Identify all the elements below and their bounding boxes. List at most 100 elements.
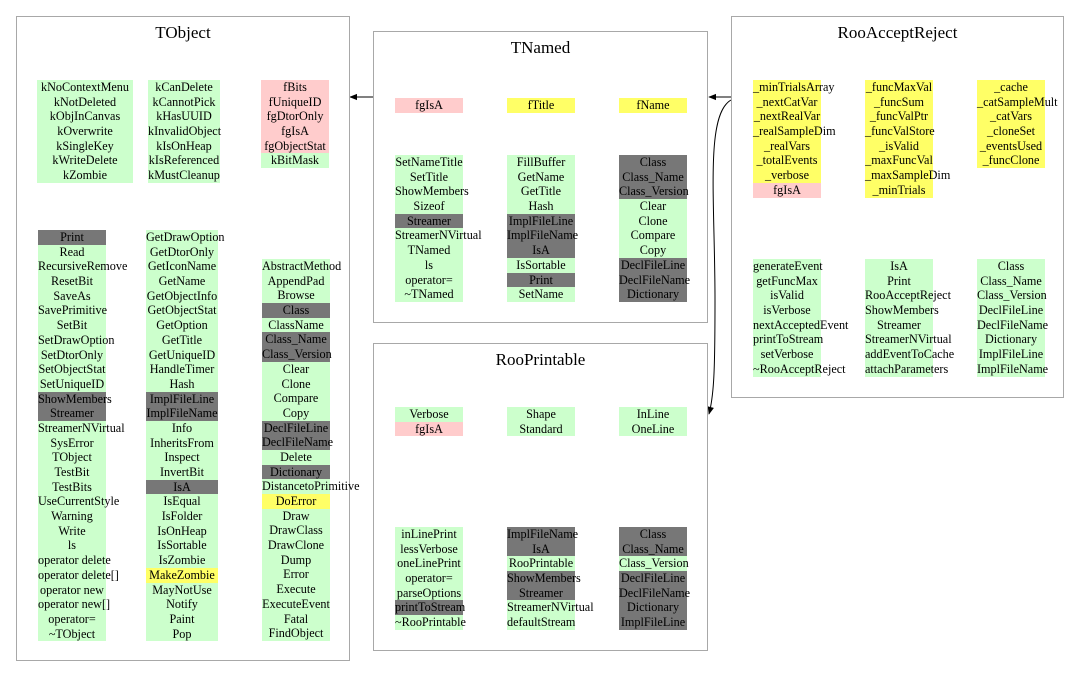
method-item[interactable]: Print <box>835 273 963 289</box>
data-member[interactable]: kNoContextMenu <box>7 80 163 95</box>
method-item[interactable]: ShowMembers <box>477 571 605 586</box>
method-item[interactable]: Streamer <box>835 317 963 333</box>
data-member[interactable]: _realVars <box>723 138 851 154</box>
data-member[interactable]: _nextCatVar <box>723 94 851 110</box>
method-item[interactable]: Class_Version <box>947 288 1075 304</box>
method-item[interactable]: Dictionary <box>589 600 717 616</box>
method-item[interactable]: ImplFileName <box>477 527 605 542</box>
method-item[interactable]: ShowMembers <box>835 303 963 318</box>
data-member[interactable]: _funcValPtr <box>835 109 963 125</box>
method-item[interactable]: defaultStream <box>477 615 605 630</box>
method-item[interactable]: ClassName <box>232 317 360 333</box>
data-member[interactable]: kCanDelete <box>118 80 250 95</box>
method-item[interactable]: GetDtorOnly <box>116 244 248 260</box>
method-item[interactable]: ImplFileLine <box>116 391 248 407</box>
method-item[interactable]: DrawClass <box>232 523 360 539</box>
method-item[interactable]: SysError <box>8 435 136 451</box>
method-item[interactable]: Hash <box>116 376 248 392</box>
method-item[interactable]: DeclFileLine <box>232 420 360 436</box>
method-item[interactable]: printToStream <box>365 600 493 616</box>
data-member[interactable]: OneLine <box>589 421 717 437</box>
method-item[interactable]: Clone <box>232 376 360 392</box>
class-box-rooprintable[interactable]: RooPrintable Verbose fgIsA Shape Standard … <box>373 343 708 651</box>
method-item[interactable]: GetName <box>116 274 248 289</box>
method-item[interactable]: ~TObject <box>8 626 136 642</box>
method-item[interactable]: Class_Version <box>232 347 360 362</box>
method-item[interactable]: operator= <box>8 611 136 627</box>
method-item[interactable]: operator new[] <box>8 597 136 612</box>
method-item[interactable]: Clear <box>589 199 717 214</box>
method-item[interactable]: Dump <box>232 552 360 568</box>
data-member[interactable]: fgIsA <box>365 421 493 437</box>
method-item[interactable]: operator delete[] <box>8 567 136 583</box>
method-item[interactable]: IsOnHeap <box>116 523 248 539</box>
method-item[interactable]: DrawClone <box>232 538 360 553</box>
data-member[interactable]: Shape <box>477 407 605 422</box>
method-item[interactable]: ~TNamed <box>365 287 493 302</box>
method-item[interactable]: Class_Version <box>589 184 717 200</box>
method-item[interactable]: Notify <box>116 597 248 612</box>
data-member[interactable]: _nextRealVar <box>723 109 851 125</box>
data-member[interactable]: _minTrials <box>835 182 963 198</box>
data-member[interactable]: fTitle <box>477 98 605 113</box>
data-member[interactable]: _maxFuncVal <box>835 153 963 169</box>
method-item[interactable]: GetIconName <box>116 259 248 275</box>
method-item[interactable]: SetDrawOption <box>8 332 136 348</box>
method-item[interactable]: ExecuteEvent <box>232 596 360 612</box>
method-item[interactable]: oneLinePrint <box>365 556 493 572</box>
data-member[interactable]: kSingleKey <box>7 138 163 154</box>
method-item[interactable]: IsFolder <box>116 509 248 524</box>
method-item[interactable]: Error <box>232 567 360 583</box>
data-member[interactable]: kIsReferenced <box>118 153 250 169</box>
method-item[interactable]: ImplFileLine <box>589 615 717 630</box>
method-item[interactable]: ls <box>8 538 136 554</box>
method-item[interactable]: parseOptions <box>365 585 493 601</box>
method-item[interactable]: SetNameTitle <box>365 155 493 170</box>
method-item[interactable]: GetUniqueID <box>116 347 248 363</box>
method-item[interactable]: Clear <box>232 361 360 377</box>
method-item[interactable]: SetUniqueID <box>8 376 136 392</box>
data-member[interactable]: fgObjectStat <box>231 138 359 154</box>
data-member[interactable]: _eventsUsed <box>947 138 1075 154</box>
data-member[interactable]: fUniqueID <box>231 94 359 110</box>
method-item[interactable]: InheritsFrom <box>116 435 248 451</box>
method-item[interactable]: AppendPad <box>232 273 360 289</box>
method-item[interactable]: Class_Name <box>947 273 1075 289</box>
method-item[interactable]: Pop <box>116 626 248 642</box>
method-item[interactable]: ShowMembers <box>8 391 136 407</box>
method-item[interactable]: Class <box>589 155 717 170</box>
method-item[interactable]: setVerbose <box>723 347 851 362</box>
method-item[interactable]: IsA <box>835 259 963 274</box>
method-item[interactable]: IsA <box>477 541 605 557</box>
method-item[interactable]: DeclFileName <box>589 585 717 601</box>
method-item[interactable]: Browse <box>232 288 360 304</box>
method-item[interactable]: isVerbose <box>723 303 851 318</box>
method-item[interactable]: SetTitle <box>365 169 493 185</box>
method-item[interactable]: Streamer <box>477 585 605 601</box>
method-item[interactable]: SaveAs <box>8 288 136 304</box>
method-item[interactable]: ImplFileName <box>477 228 605 244</box>
method-item[interactable]: operator= <box>365 272 493 288</box>
method-item[interactable]: Dictionary <box>947 332 1075 348</box>
method-item[interactable]: ImplFileName <box>116 406 248 421</box>
method-item[interactable]: Sizeof <box>365 199 493 214</box>
method-item[interactable]: Print <box>8 230 136 245</box>
method-item[interactable]: ShowMembers <box>365 184 493 200</box>
method-item[interactable]: DistancetoPrimitive <box>232 479 360 494</box>
data-member[interactable]: kObjInCanvas <box>7 109 163 125</box>
method-item[interactable]: Class <box>232 303 360 318</box>
method-item[interactable]: Class_Name <box>589 541 717 557</box>
data-member[interactable]: kZombie <box>7 168 163 183</box>
method-item[interactable]: DeclFileName <box>232 435 360 450</box>
data-member[interactable]: _funcClone <box>947 153 1075 169</box>
data-member[interactable]: Standard <box>477 421 605 437</box>
method-item[interactable]: generateEvent <box>723 259 851 274</box>
method-item[interactable]: lessVerbose <box>365 541 493 557</box>
method-item[interactable]: HandleTimer <box>116 362 248 377</box>
method-item[interactable]: Warning <box>8 509 136 524</box>
method-item[interactable]: IsSortable <box>477 257 605 273</box>
method-item[interactable]: Info <box>116 420 248 436</box>
data-member[interactable]: _funcMaxVal <box>835 80 963 95</box>
method-item[interactable]: operator delete <box>8 553 136 568</box>
method-item[interactable]: StreamerNVirtual <box>8 420 136 436</box>
